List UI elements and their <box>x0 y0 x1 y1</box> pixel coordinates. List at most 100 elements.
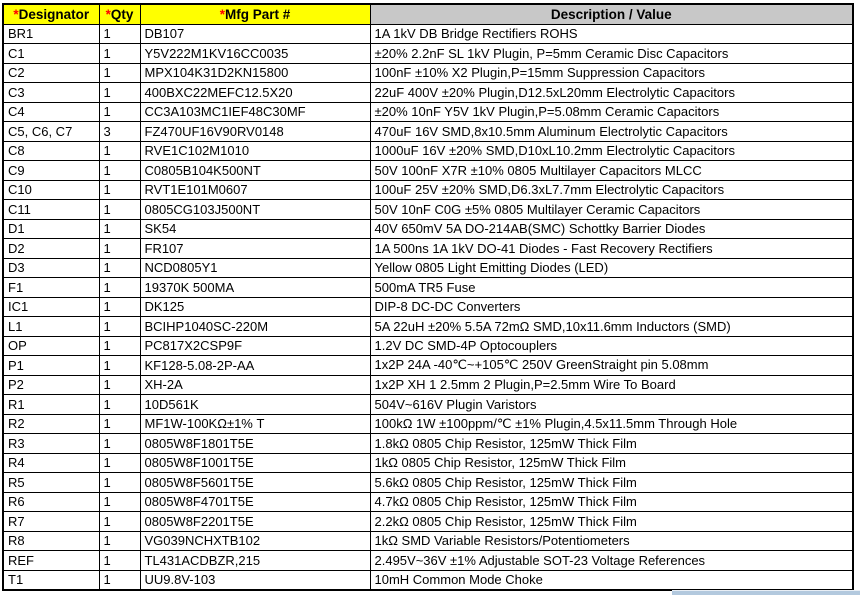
description-cell[interactable]: DIP-8 DC-DC Converters <box>369 296 854 317</box>
qty-cell[interactable]: 1 <box>98 140 141 161</box>
mfg-part-cell[interactable]: C0805B104K500NT <box>139 160 371 181</box>
qty-cell[interactable]: 1 <box>98 413 141 434</box>
designator-cell[interactable]: IC1 <box>2 296 100 317</box>
designator-cell[interactable]: R7 <box>2 511 100 532</box>
mfg-part-cell[interactable]: 10D561K <box>139 394 371 415</box>
header-description[interactable]: Description / Value <box>369 3 854 25</box>
qty-cell[interactable]: 1 <box>98 452 141 473</box>
designator-cell[interactable]: F1 <box>2 277 100 298</box>
qty-cell[interactable]: 1 <box>98 433 141 454</box>
mfg-part-cell[interactable]: RVE1C102M1010 <box>139 140 371 161</box>
mfg-part-cell[interactable]: TL431ACDBZR,215 <box>139 550 371 571</box>
mfg-part-cell[interactable]: CC3A103MC1IEF48C30MF <box>139 101 371 122</box>
mfg-part-cell[interactable]: NCD0805Y1 <box>139 257 371 278</box>
designator-cell[interactable]: D1 <box>2 218 100 239</box>
qty-cell[interactable]: 1 <box>98 511 141 532</box>
qty-cell[interactable]: 1 <box>98 199 141 220</box>
designator-cell[interactable]: R5 <box>2 472 100 493</box>
mfg-part-cell[interactable]: SK54 <box>139 218 371 239</box>
description-cell[interactable]: 1A 1kV DB Bridge Rectifiers ROHS <box>369 23 854 44</box>
designator-cell[interactable]: T1 <box>2 569 100 590</box>
qty-cell[interactable]: 3 <box>98 121 141 142</box>
description-cell[interactable]: 10mH Common Mode Choke <box>369 569 854 590</box>
qty-cell[interactable]: 1 <box>98 43 141 64</box>
qty-cell[interactable]: 1 <box>98 23 141 44</box>
description-cell[interactable]: 2.495V~36V ±1% Adjustable SOT-23 Voltage… <box>369 550 854 571</box>
description-cell[interactable]: ±20% 2.2nF SL 1kV Plugin, P=5mm Ceramic … <box>369 43 854 64</box>
description-cell[interactable]: 1kΩ SMD Variable Resistors/Potentiometer… <box>369 530 854 551</box>
description-cell[interactable]: 2.2kΩ 0805 Chip Resistor, 125mW Thick Fi… <box>369 511 854 532</box>
designator-cell[interactable]: OP <box>2 335 100 356</box>
header-qty[interactable]: *Qty <box>98 3 141 25</box>
designator-cell[interactable]: C4 <box>2 101 100 122</box>
qty-cell[interactable]: 1 <box>98 160 141 181</box>
qty-cell[interactable]: 1 <box>98 238 141 259</box>
qty-cell[interactable]: 1 <box>98 82 141 103</box>
description-cell[interactable]: 5.6kΩ 0805 Chip Resistor, 125mW Thick Fi… <box>369 472 854 493</box>
qty-cell[interactable]: 1 <box>98 101 141 122</box>
qty-cell[interactable]: 1 <box>98 296 141 317</box>
designator-cell[interactable]: C3 <box>2 82 100 103</box>
description-cell[interactable]: 500mA TR5 Fuse <box>369 277 854 298</box>
description-cell[interactable]: 1kΩ 0805 Chip Resistor, 125mW Thick Film <box>369 452 854 473</box>
designator-cell[interactable]: C8 <box>2 140 100 161</box>
mfg-part-cell[interactable]: FR107 <box>139 238 371 259</box>
designator-cell[interactable]: C2 <box>2 62 100 83</box>
designator-cell[interactable]: P2 <box>2 374 100 395</box>
qty-cell[interactable]: 1 <box>98 218 141 239</box>
qty-cell[interactable]: 1 <box>98 530 141 551</box>
mfg-part-cell[interactable]: MF1W-100KΩ±1% T <box>139 413 371 434</box>
mfg-part-cell[interactable]: 0805W8F1001T5E <box>139 452 371 473</box>
qty-cell[interactable]: 1 <box>98 179 141 200</box>
header-mfg-part[interactable]: *Mfg Part # <box>139 3 371 25</box>
designator-cell[interactable]: D3 <box>2 257 100 278</box>
designator-cell[interactable]: BR1 <box>2 23 100 44</box>
description-cell[interactable]: Yellow 0805 Light Emitting Diodes (LED) <box>369 257 854 278</box>
mfg-part-cell[interactable]: PC817X2CSP9F <box>139 335 371 356</box>
mfg-part-cell[interactable]: 0805W8F4701T5E <box>139 491 371 512</box>
header-designator[interactable]: *Designator <box>2 3 100 25</box>
mfg-part-cell[interactable]: XH-2A <box>139 374 371 395</box>
designator-cell[interactable]: R4 <box>2 452 100 473</box>
mfg-part-cell[interactable]: VG039NCHXTB102 <box>139 530 371 551</box>
mfg-part-cell[interactable]: KF128-5.08-2P-AA <box>139 355 371 376</box>
qty-cell[interactable]: 1 <box>98 355 141 376</box>
description-cell[interactable]: 1.2V DC SMD-4P Optocouplers <box>369 335 854 356</box>
qty-cell[interactable]: 1 <box>98 394 141 415</box>
mfg-part-cell[interactable]: UU9.8V-103 <box>139 569 371 590</box>
designator-cell[interactable]: C9 <box>2 160 100 181</box>
designator-cell[interactable]: R2 <box>2 413 100 434</box>
designator-cell[interactable]: D2 <box>2 238 100 259</box>
mfg-part-cell[interactable]: FZ470UF16V90RV0148 <box>139 121 371 142</box>
mfg-part-cell[interactable]: Y5V222M1KV16CC0035 <box>139 43 371 64</box>
mfg-part-cell[interactable]: DK125 <box>139 296 371 317</box>
designator-cell[interactable]: R6 <box>2 491 100 512</box>
description-cell[interactable]: 100uF 25V ±20% SMD,D6.3xL7.7mm Electroly… <box>369 179 854 200</box>
mfg-part-cell[interactable]: BCIHP1040SC-220M <box>139 316 371 337</box>
description-cell[interactable]: 40V 650mV 5A DO-214AB(SMC) Schottky Barr… <box>369 218 854 239</box>
qty-cell[interactable]: 1 <box>98 335 141 356</box>
mfg-part-cell[interactable]: 0805W8F1801T5E <box>139 433 371 454</box>
designator-cell[interactable]: R8 <box>2 530 100 551</box>
description-cell[interactable]: 50V 10nF C0G ±5% 0805 Multilayer Ceramic… <box>369 199 854 220</box>
description-cell[interactable]: 100kΩ 1W ±100ppm/℃ ±1% Plugin,4.5x11.5mm… <box>369 413 854 434</box>
designator-cell[interactable]: C1 <box>2 43 100 64</box>
description-cell[interactable]: 22uF 400V ±20% Plugin,D12.5xL20mm Electr… <box>369 82 854 103</box>
qty-cell[interactable]: 1 <box>98 374 141 395</box>
mfg-part-cell[interactable]: 19370K 500MA <box>139 277 371 298</box>
qty-cell[interactable]: 1 <box>98 472 141 493</box>
description-cell[interactable]: ±20% 10nF Y5V 1kV Plugin,P=5.08mm Cerami… <box>369 101 854 122</box>
qty-cell[interactable]: 1 <box>98 277 141 298</box>
description-cell[interactable]: 1A 500ns 1A 1kV DO-41 Diodes - Fast Reco… <box>369 238 854 259</box>
mfg-part-cell[interactable]: 0805W8F2201T5E <box>139 511 371 532</box>
description-cell[interactable]: 4.7kΩ 0805 Chip Resistor, 125mW Thick Fi… <box>369 491 854 512</box>
mfg-part-cell[interactable]: MPX104K31D2KN15800 <box>139 62 371 83</box>
qty-cell[interactable]: 1 <box>98 257 141 278</box>
mfg-part-cell[interactable]: 0805CG103J500NT <box>139 199 371 220</box>
qty-cell[interactable]: 1 <box>98 491 141 512</box>
designator-cell[interactable]: C10 <box>2 179 100 200</box>
designator-cell[interactable]: R3 <box>2 433 100 454</box>
qty-cell[interactable]: 1 <box>98 316 141 337</box>
mfg-part-cell[interactable]: 0805W8F5601T5E <box>139 472 371 493</box>
qty-cell[interactable]: 1 <box>98 550 141 571</box>
